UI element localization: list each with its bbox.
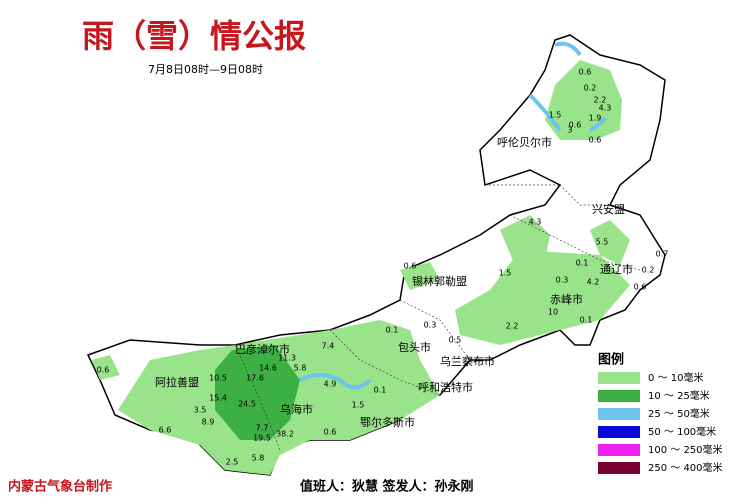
river: [299, 41, 607, 390]
station-value: 7.7: [256, 424, 269, 433]
region-label: 赤峰市: [550, 292, 583, 306]
station-value: 4.3: [529, 218, 542, 227]
station-value: 8.9: [202, 418, 215, 427]
station-value: 1.9: [589, 114, 602, 123]
station-value: 0.2: [642, 266, 655, 275]
station-value: 0.6: [579, 68, 592, 77]
station-value: 17.6: [246, 374, 264, 383]
station-value: 4.2: [587, 278, 600, 287]
station-value: 1.5: [549, 111, 562, 120]
region-borders: [234, 184, 641, 451]
station-value: 10: [548, 308, 558, 317]
legend-swatch: [598, 444, 640, 456]
station-value: 0.7: [656, 250, 669, 259]
station-value: 0.6: [97, 366, 110, 375]
station-value: 5.5: [596, 238, 609, 247]
station-value: 0.6: [634, 283, 647, 292]
legend-swatch: [598, 408, 640, 420]
station-value: 38.2: [276, 430, 294, 439]
region-label: 通辽市: [600, 262, 633, 276]
station-value: 3: [567, 126, 572, 135]
title: 雨（雪）情公报: [82, 17, 306, 55]
station-value: 0.1: [374, 386, 387, 395]
station-value: 14.6: [259, 364, 277, 373]
region-label: 呼和浩特市: [418, 380, 473, 394]
region-label: 锡林郭勒盟: [412, 274, 467, 288]
station-value: 0.2: [584, 84, 597, 93]
station-value: 4.3: [599, 104, 612, 113]
station-value: 2.2: [506, 322, 519, 331]
legend-swatch: [598, 390, 640, 402]
station-value: 7.4: [322, 342, 335, 351]
region-label: 乌海市: [280, 402, 313, 416]
station-value: 0.3: [424, 321, 437, 330]
station-value: 2.2: [594, 96, 607, 105]
station-value: 5.8: [294, 364, 307, 373]
legend-label: 0 ～ 10毫米: [648, 371, 703, 384]
legend-swatch: [598, 426, 640, 438]
region-label: 鄂尔多斯市: [360, 415, 415, 429]
region-label: 呼伦贝尔市: [497, 135, 552, 149]
region-label: 兴安盟: [592, 202, 625, 216]
region-label: 包头市: [398, 340, 431, 354]
region-label: 阿拉善盟: [155, 375, 199, 389]
region-label: 巴彦淖尔市: [235, 342, 290, 356]
legend-label: 10 ～ 25毫米: [648, 389, 710, 402]
station-value: 4.9: [324, 380, 337, 389]
legend-label: 100 ～ 250毫米: [648, 443, 723, 456]
station-value: 0.1: [580, 316, 593, 325]
station-value: 0.6: [569, 121, 582, 130]
station-value: 0.1: [386, 326, 399, 335]
station-value: 24.5: [238, 400, 256, 409]
station-value: 15.4: [209, 394, 227, 403]
station-value: 0.6: [404, 262, 417, 271]
station-value: 1.5: [352, 401, 365, 410]
subtitle: 7月8日08时—9日08时: [148, 63, 263, 76]
staff: 值班人：狄慧 签发人：孙永刚: [300, 479, 474, 495]
station-value: 5.8: [252, 454, 265, 463]
station-value: 2.5: [226, 458, 239, 467]
legend-label: 50 ～ 100毫米: [648, 425, 716, 438]
legend-label: 250 ～ 400毫米: [648, 461, 723, 474]
rain-area-heavy: [215, 345, 300, 440]
station-value: 0.6: [589, 136, 602, 145]
station-value: 3.5: [194, 406, 207, 415]
station-value: 0.6: [324, 428, 337, 437]
maker: 内蒙古气象台制作: [8, 479, 112, 495]
station-value: 0.3: [556, 276, 569, 285]
station-value: 19.5: [253, 434, 271, 443]
station-value: 0.1: [576, 259, 589, 268]
legend-label: 25 ～ 50毫米: [648, 407, 710, 420]
legend-swatch: [598, 372, 640, 384]
station-value: 10.5: [209, 374, 227, 383]
station-value: 0.5: [449, 336, 462, 345]
legend-title: 图例: [598, 352, 624, 368]
region-label: 乌兰察布市: [440, 354, 495, 368]
station-value: 1.5: [499, 269, 512, 278]
station-value: 6.6: [159, 426, 172, 435]
station-value: 11.3: [278, 354, 296, 363]
legend-swatch: [598, 462, 640, 474]
